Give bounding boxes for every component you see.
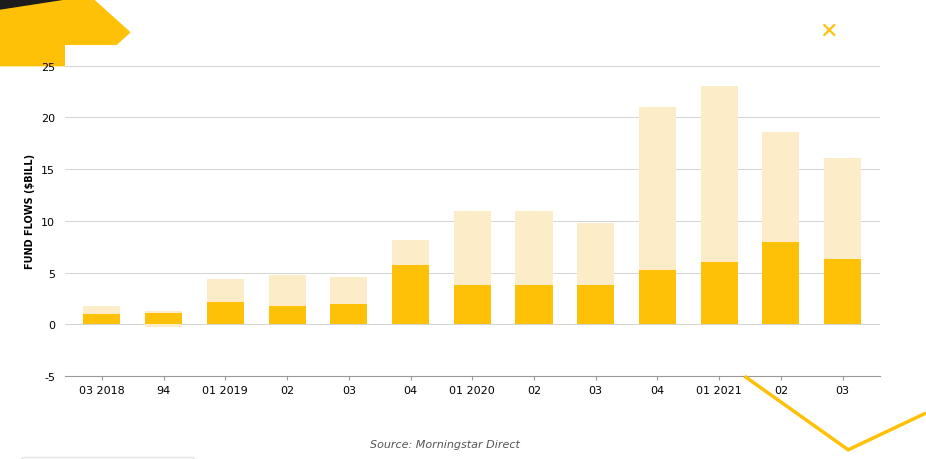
Bar [639,108,676,270]
Bar [454,211,491,285]
Bar [331,277,368,304]
Text: ✕: ✕ [820,22,838,42]
Bar [145,311,182,325]
Bar [206,302,244,325]
Bar [145,311,182,313]
Y-axis label: FUND FLOWS ($BILL): FUND FLOWS ($BILL) [25,154,35,269]
Bar [824,158,861,260]
Bar [516,285,553,325]
Bar [392,266,429,325]
Bar [269,275,306,306]
Bar [577,285,614,325]
Bar [762,133,799,242]
Bar [701,263,738,325]
Bar [577,224,614,285]
Bar [516,211,553,285]
Bar [762,242,799,325]
Bar [331,304,368,325]
Polygon shape [0,0,130,67]
Text: International: International [861,38,924,48]
Bar [145,325,182,327]
Bar [269,306,306,325]
Bar [83,314,120,325]
Text: Team: Team [861,22,906,38]
Bar [701,87,738,263]
Text: US SUSTAINABLE FUND FLOWS: US SUSTAINABLE FUND FLOWS [196,23,582,43]
Bar [824,260,861,325]
Bar [206,279,244,302]
Polygon shape [0,0,65,10]
Bar [454,285,491,325]
Bar [83,306,120,314]
Legend: PASSIVE, ACTIVE: PASSIVE, ACTIVE [21,457,194,459]
Text: Source: Morningstar Direct: Source: Morningstar Direct [369,440,519,449]
Bar [639,270,676,325]
Bar [392,240,429,266]
